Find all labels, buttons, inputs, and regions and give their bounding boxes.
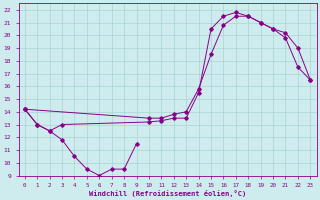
X-axis label: Windchill (Refroidissement éolien,°C): Windchill (Refroidissement éolien,°C) (89, 190, 246, 197)
